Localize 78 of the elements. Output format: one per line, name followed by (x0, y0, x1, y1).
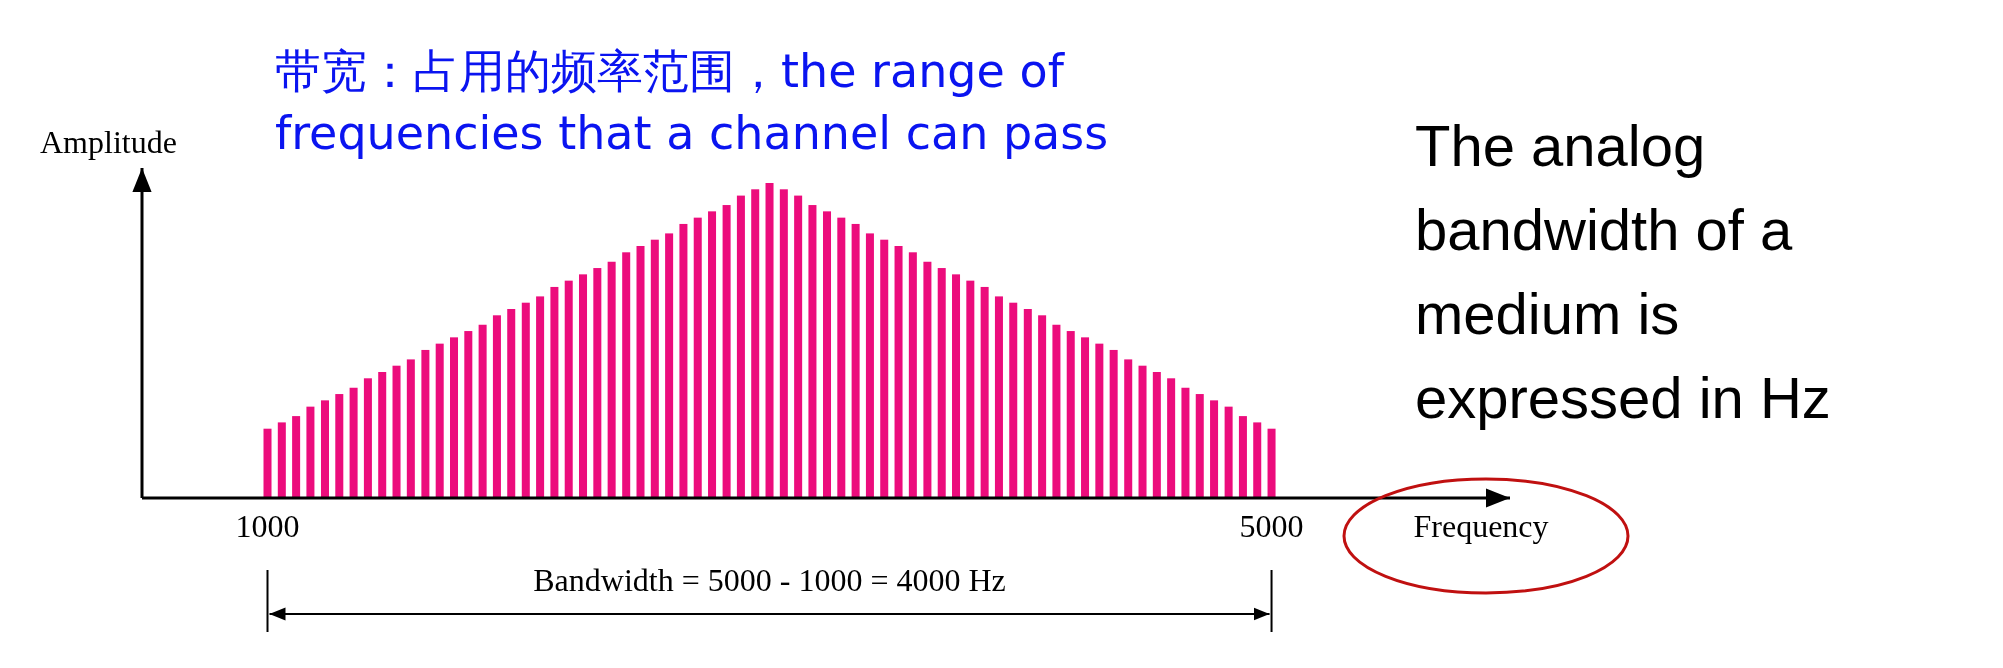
bar (306, 406, 315, 498)
bar (1109, 349, 1118, 498)
bar (593, 268, 602, 498)
bar (292, 416, 301, 498)
bar (966, 280, 975, 498)
bar (823, 211, 832, 498)
bar (722, 205, 731, 498)
bar (492, 315, 501, 498)
bar (1167, 378, 1176, 498)
bar (378, 372, 387, 498)
bar (665, 233, 674, 498)
bar (1224, 406, 1233, 498)
x-tick-label: 5000 (1238, 508, 1305, 545)
bar (923, 261, 932, 498)
bar (521, 302, 530, 498)
bar (1095, 343, 1104, 498)
bar (765, 183, 774, 498)
bar (406, 359, 415, 498)
bar (363, 378, 372, 498)
bar (335, 394, 344, 498)
chart-title: 带宽：占用的频率范围，the range of frequencies that a channel can pass (275, 43, 1110, 162)
bar (1181, 387, 1190, 498)
bar (1138, 365, 1147, 498)
bar (421, 349, 430, 498)
bar (636, 246, 645, 498)
bar (851, 223, 860, 498)
bar (564, 280, 573, 498)
bar (622, 252, 631, 498)
bar (1081, 337, 1090, 498)
bar (908, 252, 917, 498)
bar (736, 195, 745, 498)
bar (1253, 422, 1262, 498)
bar (650, 239, 659, 498)
bar (1195, 394, 1204, 498)
bar (1210, 400, 1219, 498)
bar (1124, 359, 1133, 498)
bar (679, 223, 688, 498)
bar (1267, 428, 1276, 498)
y-axis-title: Amplitude (40, 124, 178, 161)
x-axis-title: Frequency (1412, 508, 1550, 545)
bar (550, 286, 559, 498)
bar (607, 261, 616, 498)
bar (880, 239, 889, 498)
bar (263, 428, 272, 498)
bar (392, 365, 401, 498)
bar (277, 422, 286, 498)
bar (794, 195, 803, 498)
bar (349, 387, 358, 498)
bar (865, 233, 874, 498)
text: Bandwidth = 5000 - 1000 = 4000 Hz (532, 562, 1007, 599)
bar (464, 331, 473, 498)
annotation: The analog bandwidth of a medium is expressed in Hz (1415, 112, 1832, 432)
bar (937, 268, 946, 498)
bar (320, 400, 329, 498)
bar (894, 246, 903, 498)
x-tick-label: 1000 (234, 508, 301, 545)
bar (507, 309, 516, 498)
bar (751, 189, 760, 498)
bar (693, 217, 702, 498)
bar (808, 205, 817, 498)
bar (1238, 416, 1247, 498)
bar (779, 189, 788, 498)
bar (980, 286, 989, 498)
bar (708, 211, 717, 498)
bar (435, 343, 444, 498)
bar (952, 274, 961, 498)
bar (1023, 309, 1032, 498)
bar (1038, 315, 1047, 498)
bar (1066, 331, 1075, 498)
bar (450, 337, 459, 498)
bar (1152, 372, 1161, 498)
bar (478, 324, 487, 498)
bar (1052, 324, 1061, 498)
bar (1009, 302, 1018, 498)
bar (579, 274, 588, 498)
bar (994, 296, 1003, 498)
bar (536, 296, 545, 498)
bar (837, 217, 846, 498)
